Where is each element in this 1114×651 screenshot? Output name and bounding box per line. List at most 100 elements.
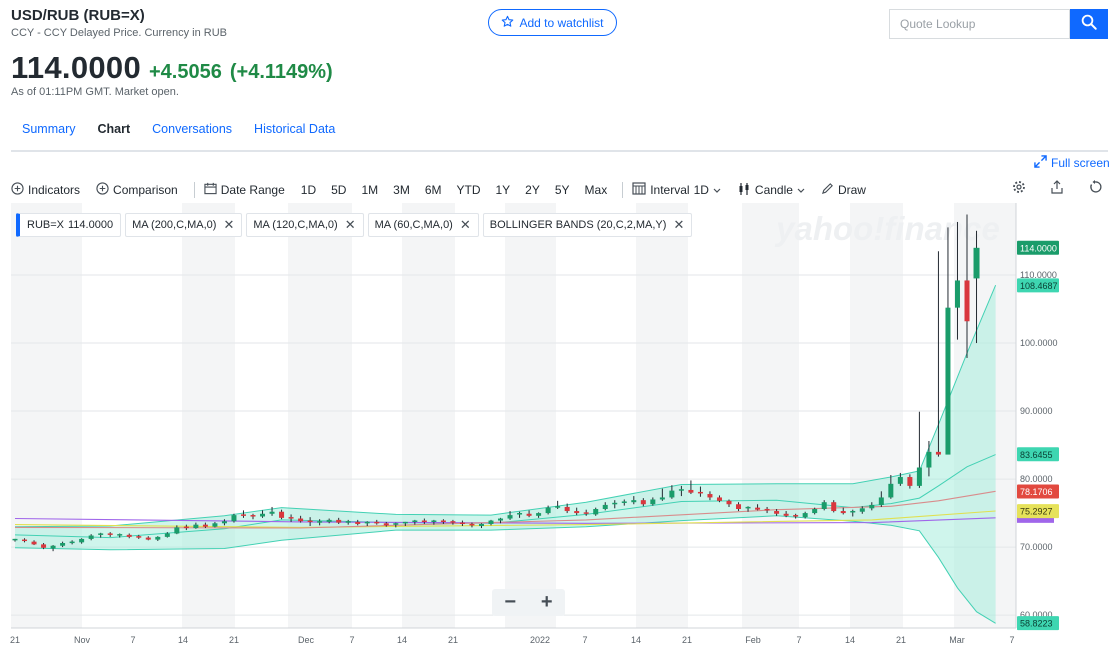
range-6m[interactable]: 6M bbox=[424, 183, 442, 197]
candle-body bbox=[831, 502, 837, 512]
chart-settings-button[interactable] bbox=[1012, 180, 1026, 199]
axis-badge-bb_mid: 83.6455 bbox=[1017, 447, 1059, 462]
candle-body bbox=[859, 508, 865, 512]
range-max[interactable]: Max bbox=[584, 183, 608, 197]
reset-icon bbox=[1088, 180, 1102, 199]
candle-body bbox=[98, 533, 104, 535]
candle-body bbox=[697, 491, 703, 494]
candle-body bbox=[716, 497, 722, 501]
range-1y[interactable]: 1Y bbox=[495, 183, 511, 197]
candle-body bbox=[126, 534, 132, 537]
close-icon[interactable]: ✕ bbox=[344, 217, 356, 232]
reset-button[interactable] bbox=[1088, 180, 1102, 199]
search-icon bbox=[1080, 13, 1098, 36]
candle-body bbox=[279, 511, 285, 518]
comparison-button[interactable]: Comparison bbox=[96, 182, 178, 198]
chart-type-dropdown[interactable]: Candle bbox=[737, 182, 805, 199]
candle-body bbox=[498, 518, 504, 521]
close-icon[interactable]: ✕ bbox=[673, 217, 685, 232]
add-to-watchlist-button[interactable]: Add to watchlist bbox=[488, 9, 617, 36]
axis-badge-price: 114.0000 bbox=[1017, 240, 1059, 255]
candle-body bbox=[783, 513, 789, 516]
candle-body bbox=[945, 307, 951, 455]
ma200-tag[interactable]: MA (200,C,MA,0) ✕ bbox=[125, 213, 243, 237]
range-1d[interactable]: 1D bbox=[300, 183, 317, 197]
ma60-tag[interactable]: MA (60,C,MA,0) ✕ bbox=[367, 213, 479, 237]
close-icon[interactable]: ✕ bbox=[223, 217, 235, 232]
close-icon[interactable]: ✕ bbox=[459, 217, 471, 232]
date-range-button[interactable]: Date Range bbox=[204, 182, 285, 198]
candle-body bbox=[202, 524, 208, 527]
week-stripe bbox=[505, 203, 556, 628]
x-tick-label: 14 bbox=[631, 635, 641, 645]
share-button[interactable] bbox=[1050, 180, 1064, 199]
candle-body bbox=[564, 506, 570, 512]
candle-body bbox=[726, 500, 732, 505]
tab-conversations[interactable]: Conversations bbox=[152, 122, 233, 136]
quote-lookup-input[interactable] bbox=[889, 9, 1070, 39]
candle-body bbox=[545, 507, 551, 514]
pencil-icon bbox=[821, 182, 834, 198]
toolbar-divider bbox=[193, 182, 195, 198]
bollinger-fill bbox=[15, 285, 996, 624]
interval-dropdown[interactable]: Interval 1D bbox=[632, 182, 721, 198]
badge-label: 75.2927 bbox=[1020, 507, 1053, 517]
range-5y[interactable]: 5Y bbox=[554, 183, 570, 197]
candle-body bbox=[774, 511, 780, 514]
price-change-percent: (+4.1149%) bbox=[229, 61, 333, 83]
interval-value: 1D bbox=[693, 183, 709, 197]
candle-body bbox=[88, 535, 94, 539]
tab-historical-data[interactable]: Historical Data bbox=[254, 122, 336, 136]
range-2y[interactable]: 2Y bbox=[525, 183, 540, 197]
bollinger-tag[interactable]: BOLLINGER BANDS (20,C,2,MA,Y) ✕ bbox=[482, 213, 693, 237]
candle-body bbox=[736, 504, 742, 510]
candle-body bbox=[459, 522, 465, 525]
range-3m[interactable]: 3M bbox=[393, 183, 410, 197]
candlesticks bbox=[12, 214, 980, 552]
candle-body bbox=[41, 544, 47, 548]
badge-label: 58.8223 bbox=[1020, 619, 1053, 629]
full-screen-button[interactable]: Full screen bbox=[1034, 155, 1110, 171]
ma120-tag[interactable]: MA (120,C,MA,0) ✕ bbox=[246, 213, 364, 237]
range-ytd[interactable]: YTD bbox=[456, 183, 481, 197]
candle-body bbox=[478, 523, 484, 527]
y-tick-label: 110.0000 bbox=[1020, 270, 1057, 280]
price-change: +4.5056 bbox=[149, 61, 222, 83]
y-tick-label: 80.0000 bbox=[1020, 474, 1053, 484]
candle-body bbox=[450, 521, 456, 523]
zoom-in-button[interactable]: + bbox=[540, 591, 553, 613]
draw-button[interactable]: Draw bbox=[821, 182, 866, 198]
candle-body bbox=[240, 514, 246, 516]
interval-icon bbox=[632, 182, 646, 198]
search-button[interactable] bbox=[1070, 9, 1108, 39]
y-axis-badges: 114.0000 108.4687 83.6455 78.1706 75.2927 58.… bbox=[1017, 240, 1059, 631]
indicators-button[interactable]: Indicators bbox=[11, 182, 80, 198]
range-5d[interactable]: 5D bbox=[331, 183, 347, 197]
tab-summary[interactable]: Summary bbox=[22, 122, 76, 136]
range-1m[interactable]: 1M bbox=[361, 183, 379, 197]
price-row: 114.0000 +4.5056 (+4.1149%) bbox=[11, 50, 333, 86]
candle-body bbox=[764, 508, 770, 511]
tabs-divider bbox=[11, 150, 1108, 152]
x-tick-label: 7 bbox=[349, 635, 354, 645]
candle-body bbox=[79, 538, 85, 543]
week-stripe bbox=[402, 203, 455, 628]
zoom-controls: − + bbox=[492, 589, 565, 616]
candle-body bbox=[640, 500, 646, 505]
full-screen-label: Full screen bbox=[1051, 156, 1110, 170]
badge-bg bbox=[1017, 240, 1059, 255]
toolbar-divider bbox=[622, 182, 624, 198]
symbol-tag[interactable]: RUB=X 114.0000 bbox=[16, 213, 122, 237]
plus-circle-icon bbox=[11, 182, 24, 198]
plus-circle-icon bbox=[96, 182, 109, 198]
zoom-out-button[interactable]: − bbox=[504, 591, 517, 613]
symbol-tag-label: RUB=X bbox=[27, 219, 64, 231]
x-tick-label: 21 bbox=[229, 635, 239, 645]
candle-body bbox=[412, 520, 418, 522]
x-tick-label: Dec bbox=[298, 635, 315, 645]
candle-body bbox=[954, 280, 960, 308]
week-stripe bbox=[288, 203, 352, 628]
candle-body bbox=[117, 534, 123, 536]
bollinger-tag-label: BOLLINGER BANDS (20,C,2,MA,Y) bbox=[489, 219, 667, 231]
